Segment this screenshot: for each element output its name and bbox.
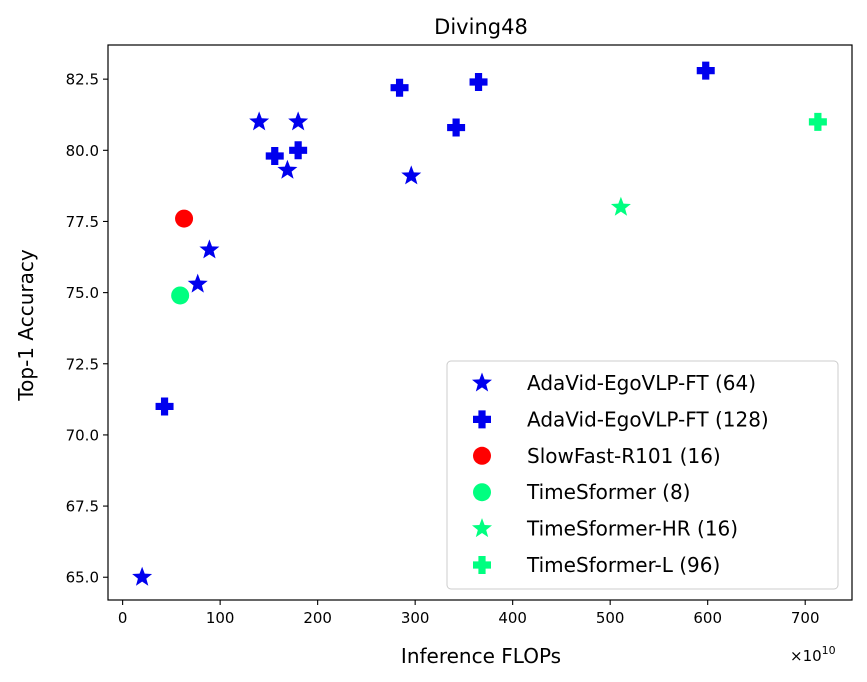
- y-tick-label: 77.5: [66, 213, 99, 231]
- x-axis: 0 100 200 300 400 500 600 700: [118, 600, 820, 627]
- legend-box: [446, 360, 839, 590]
- data-point-plus: [696, 61, 715, 80]
- x-tick-label: 700: [791, 609, 820, 627]
- data-point-plus: [447, 118, 466, 137]
- y-tick-label: 75.0: [66, 284, 99, 302]
- x-offset-exponent: 10: [822, 644, 836, 657]
- y-tick-label: 72.5: [66, 355, 99, 373]
- data-point-circle: [175, 209, 194, 228]
- y-tick-label: 65.0: [66, 569, 99, 587]
- legend-entry: AdaVid-EgoVLP-FT (128): [527, 407, 769, 431]
- data-point-star: [610, 196, 631, 216]
- legend-marker-plus: [473, 556, 491, 574]
- chart-title: Diving48: [434, 15, 528, 39]
- data-point-star: [277, 159, 298, 179]
- legend-marker-plus: [473, 410, 491, 429]
- plot-frame: [107, 44, 853, 601]
- x-tick-label: 200: [303, 609, 332, 627]
- data-point-plus: [469, 73, 488, 91]
- legend-entry: TimeSformer-HR (16): [526, 517, 738, 541]
- legend-marker-circle: [473, 483, 491, 502]
- legend-entry: TimeSformer-L (96): [526, 553, 720, 577]
- data-point-star: [187, 273, 208, 293]
- data-point-plus: [289, 141, 308, 160]
- legend-marker-star: [472, 372, 492, 392]
- legend-entry: AdaVid-EgoVLP-FT (64): [527, 371, 756, 395]
- y-tick-label: 82.5: [66, 71, 99, 89]
- x-axis-label: Inference FLOPs: [401, 644, 561, 668]
- data-points: [132, 61, 827, 586]
- data-point-circle: [171, 286, 190, 305]
- data-point-plus: [265, 147, 284, 165]
- y-axis: 65.0 67.5 70.0 72.5 75.0 77.5 80.0 82.5: [66, 71, 108, 587]
- legend-marker-star: [472, 518, 492, 538]
- data-point-plus: [155, 397, 174, 416]
- data-point-star: [249, 111, 270, 131]
- x-offset-base: ×10: [790, 647, 822, 665]
- data-point-star: [288, 111, 309, 131]
- data-point-plus: [808, 112, 827, 131]
- x-tick-label: 0: [118, 609, 128, 627]
- x-axis-offset-label: ×1010: [790, 644, 836, 665]
- x-tick-label: 600: [693, 609, 722, 627]
- x-tick-label: 500: [596, 609, 625, 627]
- y-tick-label: 67.5: [66, 498, 99, 516]
- legend-entry: TimeSformer (8): [526, 480, 691, 504]
- legend-entry: SlowFast-R101 (16): [527, 444, 721, 468]
- data-point-star: [132, 566, 153, 586]
- x-tick-label: 300: [401, 609, 430, 627]
- x-tick-label: 400: [498, 609, 527, 627]
- y-tick-label: 70.0: [66, 426, 99, 444]
- legend-marker-circle: [473, 446, 491, 465]
- data-point-star: [199, 239, 220, 259]
- plot-area: [107, 44, 853, 601]
- y-tick-label: 80.0: [66, 142, 99, 160]
- legend: AdaVid-EgoVLP-FT (64) AdaVid-EgoVLP-FT (1…: [446, 360, 839, 590]
- data-point-plus: [390, 78, 409, 97]
- x-tick-label: 100: [206, 609, 235, 627]
- data-point-star: [401, 165, 422, 185]
- y-axis-label: Top-1 Accuracy: [14, 249, 38, 402]
